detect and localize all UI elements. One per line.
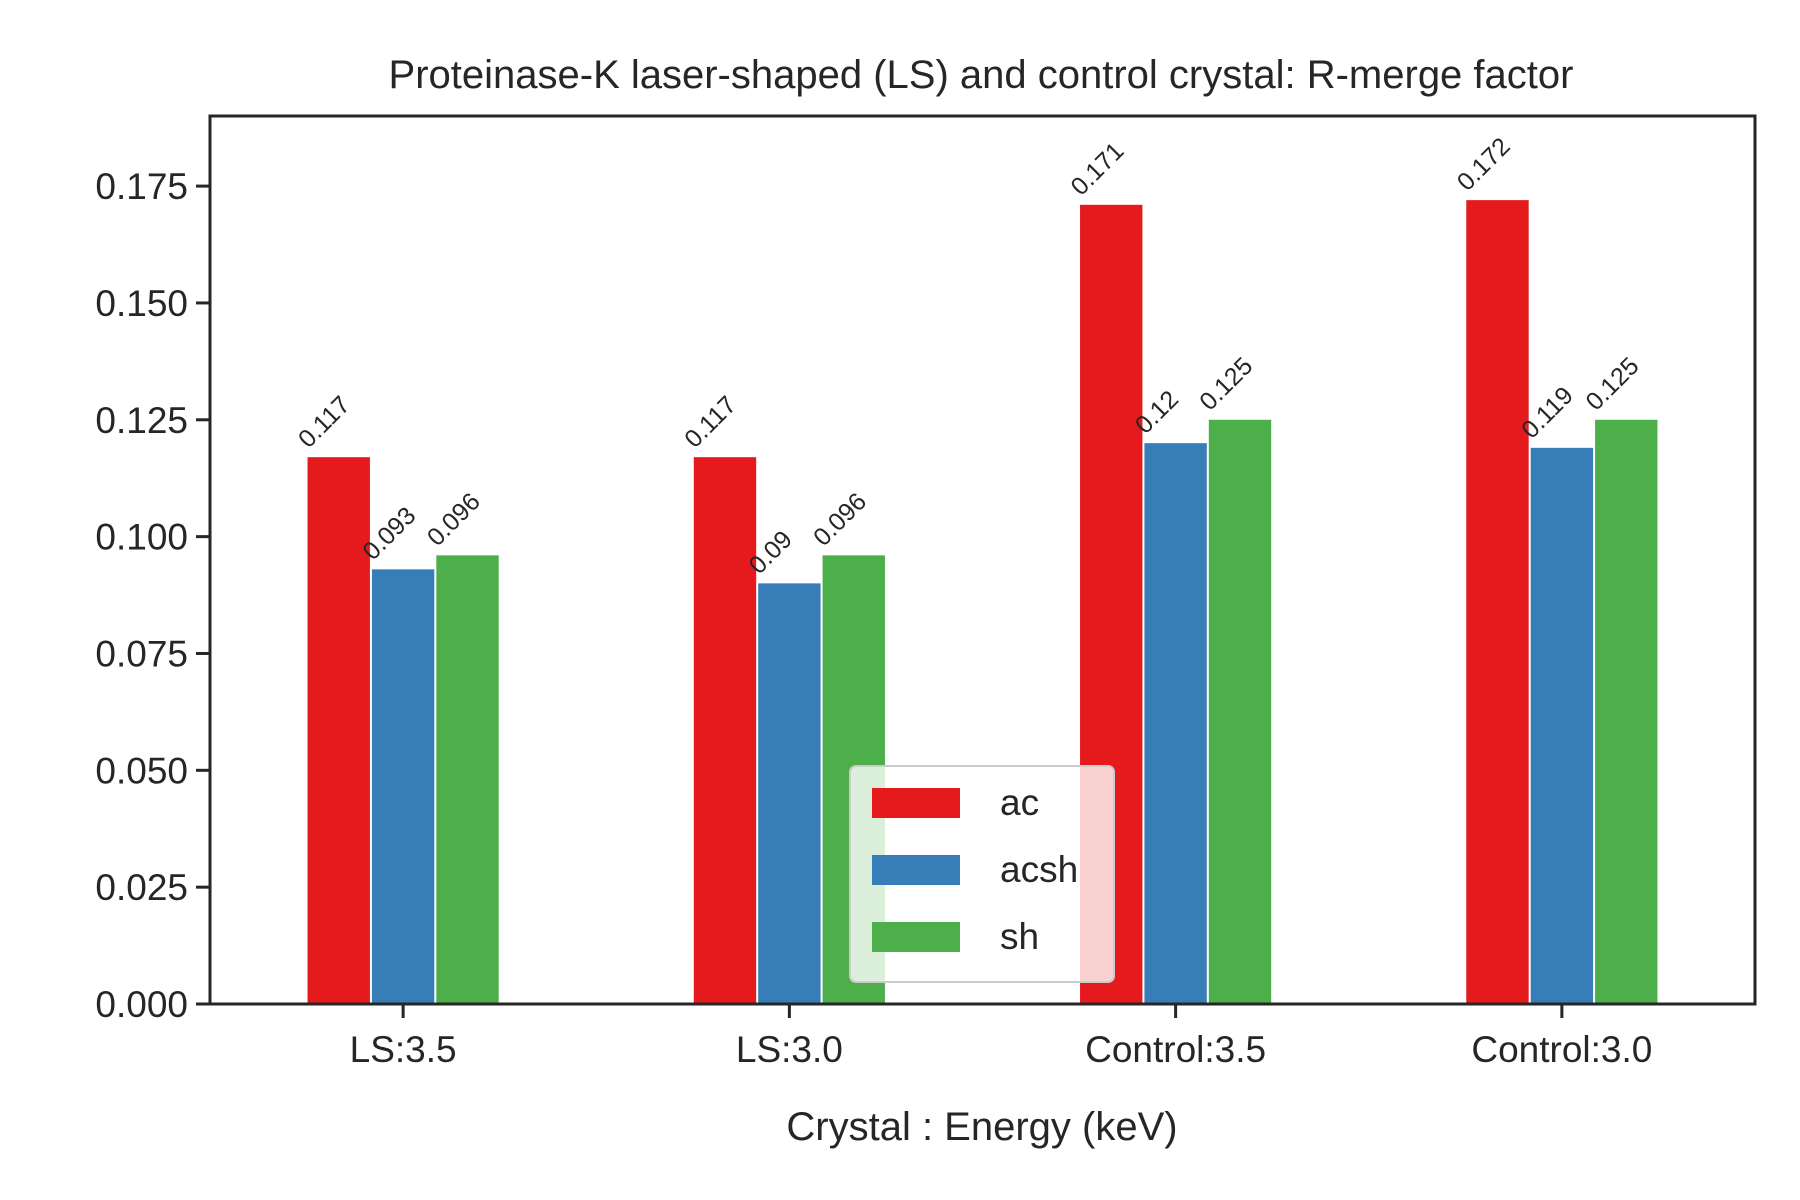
y-tick-label: 0.000 bbox=[95, 984, 188, 1025]
y-tick-label: 0.100 bbox=[95, 517, 188, 558]
plot-frame bbox=[208, 114, 1757, 1006]
bar-ac-1 bbox=[693, 457, 757, 1004]
data-label-sh-3: 0.125 bbox=[1581, 352, 1645, 416]
bar-acsh-2 bbox=[1144, 443, 1207, 1004]
legend-swatch-sh bbox=[872, 922, 960, 952]
y-tick-label: 0.050 bbox=[95, 750, 188, 791]
data-label-ac-3: 0.172 bbox=[1452, 132, 1516, 196]
data-label-ac-0: 0.117 bbox=[293, 391, 356, 454]
data-label-ac-1: 0.117 bbox=[679, 391, 742, 454]
bar-sh-0 bbox=[436, 555, 499, 1004]
legend: ac acsh sh bbox=[849, 765, 1115, 983]
x-tick-label: Control:3.5 bbox=[1085, 1029, 1266, 1070]
data-label-sh-2: 0.125 bbox=[1194, 352, 1258, 416]
y-tick-label: 0.175 bbox=[95, 166, 188, 207]
data-label-ac-2: 0.171 bbox=[1065, 137, 1129, 201]
y-tick-label: 0.125 bbox=[95, 400, 188, 441]
bar-acsh-0 bbox=[371, 569, 435, 1004]
bars-layer bbox=[307, 200, 1658, 1005]
x-tick-label: LS:3.5 bbox=[350, 1029, 457, 1070]
data-label-sh-0: 0.096 bbox=[422, 488, 486, 552]
y-axis: 0.000 0.025 0.050 0.075 0.100 0.125 0.150 0.175 bbox=[95, 166, 210, 1025]
x-axis: LS:3.5 LS:3.0 Control:3.5 Control:3.0 bbox=[350, 1004, 1652, 1070]
x-tick-label: Control:3.0 bbox=[1471, 1029, 1652, 1070]
legend-label-acsh: acsh bbox=[1000, 849, 1078, 890]
x-axis-label: Crystal : Energy (keV) bbox=[786, 1105, 1177, 1149]
bar-ac-0 bbox=[307, 457, 370, 1004]
bar-sh-2 bbox=[1208, 419, 1272, 1004]
bar-sh-3 bbox=[1595, 419, 1658, 1004]
legend-label-ac: ac bbox=[1000, 782, 1039, 823]
y-tick-label: 0.150 bbox=[95, 283, 188, 324]
legend-swatch-acsh bbox=[872, 855, 960, 885]
chart-title: Proteinase-K laser-shaped (LS) and contr… bbox=[389, 53, 1574, 97]
bar-acsh-3 bbox=[1530, 447, 1594, 1005]
legend-swatch-ac bbox=[872, 788, 960, 818]
data-label-sh-1: 0.096 bbox=[808, 488, 872, 552]
y-tick-label: 0.025 bbox=[95, 867, 188, 908]
x-tick-label: LS:3.0 bbox=[736, 1029, 843, 1070]
bar-ac-3 bbox=[1466, 200, 1529, 1004]
y-tick-label: 0.075 bbox=[95, 633, 188, 674]
legend-label-sh: sh bbox=[1000, 916, 1039, 957]
bar-acsh-1 bbox=[758, 583, 821, 1004]
